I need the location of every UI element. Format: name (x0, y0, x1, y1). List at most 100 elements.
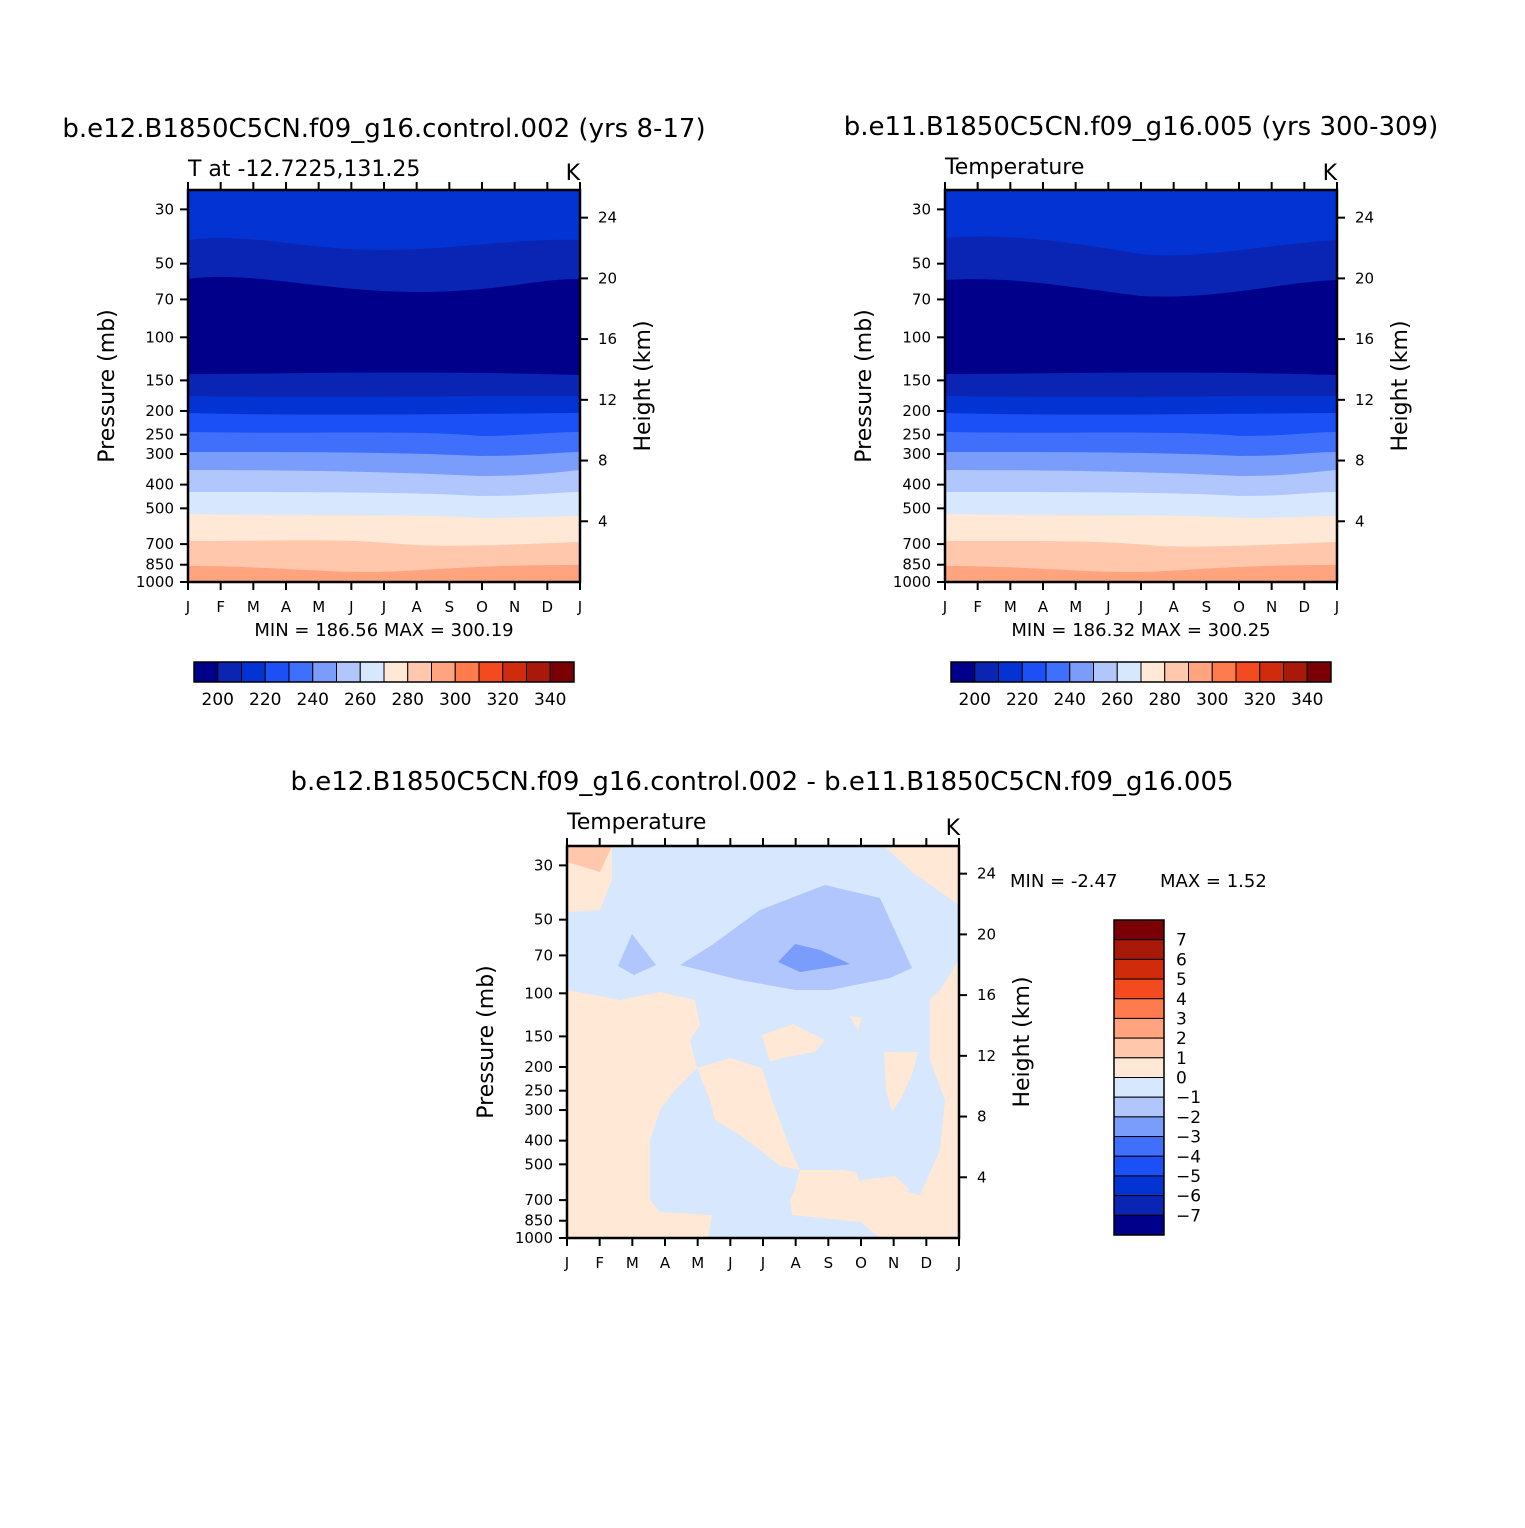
y-tick-label: 50 (155, 255, 174, 273)
colorbar-label: 200 (202, 690, 234, 710)
y-tick-label: 50 (534, 911, 553, 929)
colorbar-swatch (478, 661, 504, 683)
colorbar-label: 3 (1176, 1009, 1187, 1029)
y2-tick-label: 20 (977, 925, 996, 943)
y2-tick-label: 12 (977, 1047, 996, 1065)
y2-tick-label: 24 (1355, 209, 1374, 227)
panel-b-contours (945, 190, 1337, 582)
colorbar-label: 340 (1291, 690, 1323, 710)
y-tick-label: 500 (145, 499, 174, 517)
band-ffa47f (945, 565, 1337, 582)
colorbar-swatch (974, 661, 999, 683)
y2-tick-label: 4 (598, 512, 608, 530)
y2-tick-label: 20 (1355, 269, 1374, 287)
colorbar-swatch (264, 661, 290, 683)
y2-tick-label: 4 (977, 1168, 987, 1186)
colorbar-label: 6 (1176, 950, 1187, 970)
y-tick-label: 500 (902, 499, 931, 517)
y-tick-label: 70 (912, 290, 931, 308)
panel-b: b.e11.B1850C5CN.f09_g16.005 (yrs 300-309… (844, 112, 1438, 616)
x-tick-label: M (247, 598, 260, 616)
colorbar-swatch (1306, 661, 1332, 683)
colorbar-label: 320 (487, 690, 519, 710)
region-neg-2-big (680, 885, 912, 990)
panel-b-units: K (1323, 161, 1338, 186)
colorbar-swatch (1113, 1155, 1165, 1177)
colorbar-swatch (1140, 661, 1166, 683)
colorbar-label: 4 (1176, 990, 1187, 1010)
colorbar-label: 260 (1101, 690, 1133, 710)
panel-b-subtitle: Temperature (944, 155, 1084, 180)
x-tick-label: J (185, 598, 190, 616)
x-tick-label: O (855, 1254, 867, 1272)
y-tick-label: 850 (145, 556, 174, 574)
y-tick-label: 100 (524, 984, 553, 1002)
y2-tick-label: 24 (977, 865, 996, 883)
panel-a-units: K (566, 161, 581, 186)
x-tick-label: J (1334, 598, 1339, 616)
colorbar-swatch (1116, 661, 1142, 683)
colorbar-swatch (217, 661, 242, 683)
y-tick-label: 700 (145, 535, 174, 553)
colorbar-swatch (288, 661, 314, 683)
colorbar-label: 300 (439, 690, 471, 710)
colorbar-label: 340 (534, 690, 566, 710)
y-tick-label: 250 (524, 1082, 553, 1100)
colorbar-label: 200 (959, 690, 991, 710)
colorbar-swatch (1283, 661, 1308, 683)
colorbar-swatch (1113, 1136, 1165, 1157)
colorbar-swatch (1113, 998, 1165, 1019)
x-tick-label: M (1069, 598, 1082, 616)
x-tick-label: J (1138, 598, 1143, 616)
panel-b-minmax: MIN = 186.32 MAX = 300.25 (1011, 620, 1270, 641)
y-tick-label: 100 (145, 328, 174, 346)
x-tick-label: D (542, 598, 554, 616)
colorbar-swatch (383, 661, 409, 683)
y2-tick-label: 12 (598, 391, 617, 409)
colorbar-swatch (1235, 661, 1261, 683)
y2-tick-label: 12 (1355, 391, 1374, 409)
y-tick-label: 300 (145, 445, 174, 463)
y-tick-label: 50 (912, 255, 931, 273)
colorbar-label: 220 (1006, 690, 1038, 710)
colorbar-label: −4 (1176, 1147, 1201, 1167)
panel-a-contours (188, 190, 580, 582)
y-tick-label: 30 (912, 200, 931, 218)
colorbar-swatch (950, 661, 976, 683)
panel-c-contours (567, 846, 959, 1238)
colorbar-label: 260 (344, 690, 376, 710)
x-tick-label: J (348, 598, 353, 616)
colorbar-label: 1 (1176, 1049, 1187, 1069)
colorbar-swatch (1069, 661, 1094, 683)
panel-a-colorbar: 200 220 240 260 280 300 320 340 (193, 661, 575, 710)
colorbar-swatch (1113, 1096, 1165, 1118)
y-axis-label: Pressure (mb) (95, 309, 120, 463)
band-ffa47f (188, 565, 580, 582)
y2-tick-label: 16 (977, 986, 996, 1004)
colorbar-swatch (1113, 958, 1165, 980)
x-tick-label: N (1266, 598, 1277, 616)
panel-c-units: K (946, 816, 961, 841)
y-tick-label: 250 (145, 426, 174, 444)
panel-a-minmax: MIN = 186.56 MAX = 300.19 (254, 620, 513, 641)
x-tick-label: J (1105, 598, 1110, 616)
colorbar-swatch (454, 661, 480, 683)
colorbar-swatch (1164, 661, 1189, 683)
y-tick-label: 300 (902, 445, 931, 463)
colorbar-swatch (1113, 1057, 1165, 1078)
colorbar-swatch (1211, 661, 1237, 683)
panel-a: b.e12.B1850C5CN.f09_g16.control.002 (yrs… (62, 114, 705, 616)
y-tick-label: 150 (145, 371, 174, 389)
x-tick-label: O (476, 598, 488, 616)
colorbar-label: 240 (297, 690, 329, 710)
colorbar-swatch (336, 661, 361, 683)
colorbar-swatch (1113, 939, 1165, 960)
region-neg-2-small (618, 934, 656, 975)
colorbar-label: −5 (1176, 1167, 1201, 1187)
colorbar-swatch (1188, 661, 1213, 683)
x-tick-label: J (760, 1254, 765, 1272)
